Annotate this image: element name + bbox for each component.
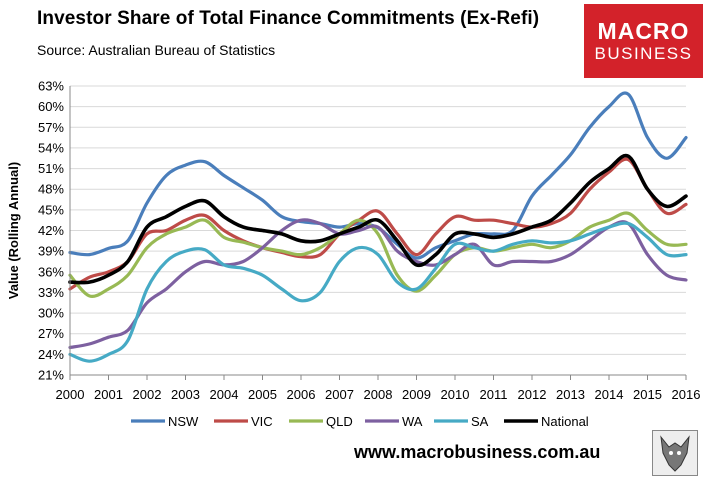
legend-label-wa: WA xyxy=(402,414,423,429)
legend-label-sa: SA xyxy=(471,414,489,429)
chart-title: Investor Share of Total Finance Commitme… xyxy=(37,8,540,29)
x-tick-label: 2006 xyxy=(287,387,316,402)
y-tick-label: 48% xyxy=(38,182,64,197)
chart-legend: NSW VIC QLD WA SA National xyxy=(131,414,589,429)
x-tick-label: 2012 xyxy=(518,387,547,402)
legend-label-vic: VIC xyxy=(251,414,273,429)
chart-source: Source: Australian Bureau of Statistics xyxy=(37,42,276,58)
x-tick-label: 2004 xyxy=(210,387,239,402)
y-tick-label: 33% xyxy=(38,285,64,300)
x-tick-label: 2011 xyxy=(480,387,508,402)
legend-label-nsw: NSW xyxy=(168,414,199,429)
series-line-wa xyxy=(68,218,688,350)
legend-label-qld: QLD xyxy=(326,414,353,429)
x-tick-label: 2007 xyxy=(325,387,354,402)
x-tick-label: 2003 xyxy=(171,387,200,402)
legend-label-national: National xyxy=(541,414,589,429)
y-tick-label: 57% xyxy=(38,120,64,135)
x-tick-label: 2010 xyxy=(441,387,470,402)
series-line-sa xyxy=(68,221,688,363)
x-tick-label: 2009 xyxy=(402,387,431,402)
y-tick-label: 27% xyxy=(38,326,64,341)
wolf-logo-icon xyxy=(652,430,698,476)
y-tick-label: 39% xyxy=(38,244,64,259)
y-tick-label: 63% xyxy=(38,79,64,94)
y-tick-label: 36% xyxy=(38,264,64,279)
macrobusiness-logo: MACRO BUSINESS xyxy=(584,4,703,78)
x-tick-label: 2013 xyxy=(556,387,585,402)
x-tick-label: 2001 xyxy=(94,387,123,402)
logo-line-2: BUSINESS xyxy=(594,44,693,63)
x-tick-label: 2002 xyxy=(133,387,162,402)
x-tick-label: 2008 xyxy=(364,387,393,402)
footer-url: www.macrobusiness.com.au xyxy=(354,442,601,462)
y-tick-label: 60% xyxy=(38,99,64,114)
x-tick-label: 2000 xyxy=(56,387,85,402)
y-tick-label: 45% xyxy=(38,202,64,217)
chart-axes: 21% 24% 27% 30% 33% 36% 39% 42% 45% 48% 51% 54% 57% 6… xyxy=(6,79,700,403)
y-tick-label: 51% xyxy=(38,161,64,176)
x-tick-label: 2015 xyxy=(633,387,662,402)
y-tick-label: 30% xyxy=(38,306,64,321)
series-line-qld xyxy=(68,211,688,299)
y-tick-label: 42% xyxy=(38,223,64,238)
y-tick-label: 24% xyxy=(38,347,64,362)
y-tick-label: 21% xyxy=(38,368,64,383)
x-tick-label: 2014 xyxy=(595,387,624,402)
logo-line-1: MACRO xyxy=(597,18,690,44)
y-axis-label: Value (Rolling Annual) xyxy=(6,162,21,299)
x-tick-label: 2005 xyxy=(248,387,277,402)
series-line-national xyxy=(68,153,688,285)
series-line-vic xyxy=(68,157,688,291)
chart-series xyxy=(68,91,688,363)
x-tick-label: 2016 xyxy=(672,387,701,402)
y-tick-label: 54% xyxy=(38,140,64,155)
